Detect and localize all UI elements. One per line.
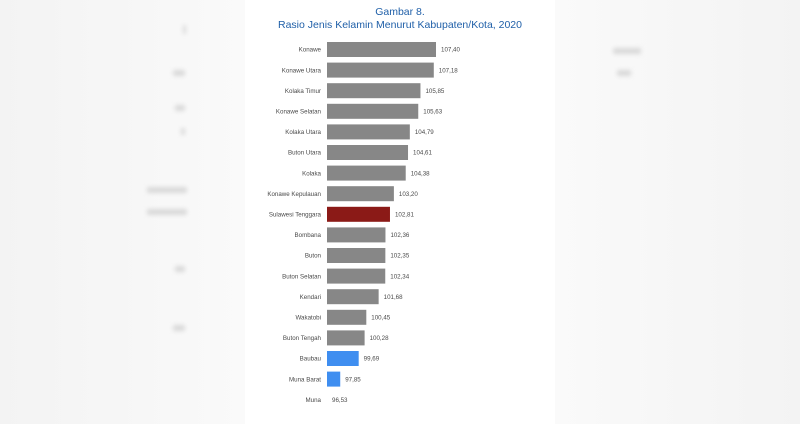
value-label: 100,28 [370,335,389,342]
value-label: 102,35 [390,253,409,260]
bar-kolaka-timur [327,83,421,99]
category-label: Kendari [300,294,321,301]
bar-bombana [327,227,386,243]
bar-kendari [327,289,379,305]
chart-title-block: Gambar 8. Rasio Jenis Kelamin Menurut Ka… [0,6,800,32]
category-label: Bombana [295,232,322,239]
value-label: 105,63 [423,109,442,116]
value-label: 100,45 [371,315,390,322]
ghost-text-fragment [617,70,631,76]
bar-kolaka [327,165,406,181]
category-label: Konawe [299,47,322,54]
ghost-text-fragment [613,48,641,54]
ghost-text-fragment [175,266,185,272]
value-label: 96,53 [332,397,348,404]
category-label: Kolaka [302,170,321,177]
value-label: 103,20 [399,191,418,198]
ghost-text-fragment [173,70,185,76]
chart-title: Rasio Jenis Kelamin Menurut Kabupaten/Ko… [278,19,522,31]
value-label: 105,85 [425,88,444,95]
category-label: Konawe Kepulauan [267,191,321,198]
ghost-text-fragment [181,128,185,135]
value-label: 101,68 [384,294,403,301]
bar-sulawesi-tenggara [327,206,390,222]
category-label: Kolaka Utara [285,129,321,136]
category-label: Kolaka Timur [285,88,321,95]
figure-number: Gambar 8. [375,6,425,18]
bar-wakatobi [327,309,367,325]
bar-konawe-kepulauan [327,186,394,202]
category-label: Muna Barat [289,376,321,383]
value-label: 102,36 [390,232,409,239]
bar-konawe-selatan [327,103,419,119]
bar-muna-barat [327,371,341,387]
left-background-blur [0,0,250,424]
value-label: 104,61 [413,150,432,157]
category-label: Buton Utara [288,150,322,157]
category-label: Konawe Utara [282,67,322,74]
ghost-text-fragment [147,209,187,215]
value-label: 107,40 [441,47,460,54]
right-background-blur [550,0,800,424]
category-label: Baubau [300,356,322,363]
ghost-text-fragment [183,25,186,34]
bar-baubau [327,351,359,366]
category-label: Muna [306,397,322,404]
ghost-text-fragment [147,187,187,193]
bar-buton-tengah [327,330,365,346]
value-label: 102,34 [390,273,409,280]
category-label: Sulawesi Tenggara [269,212,322,219]
bar-kolaka-utara [327,124,410,140]
category-label: Buton Tengah [283,335,322,342]
bar-konawe-utara [327,62,434,78]
category-label: Buton Selatan [282,273,321,280]
value-label: 97,85 [345,376,361,383]
category-label: Konawe Selatan [276,109,322,116]
ghost-text-fragment [175,105,185,111]
bar-buton [327,248,386,263]
bar-buton-utara [327,145,409,160]
value-label: 104,38 [411,170,430,177]
bar-konawe [327,42,436,57]
ghost-text-fragment [173,325,185,331]
value-label: 99,69 [364,356,380,363]
value-label: 104,79 [415,129,434,136]
category-label: Buton [305,253,322,260]
category-label: Wakatobi [295,315,321,322]
value-label: 107,18 [439,67,458,74]
value-label: 102,81 [395,212,414,219]
bar-buton-selatan [327,268,386,284]
